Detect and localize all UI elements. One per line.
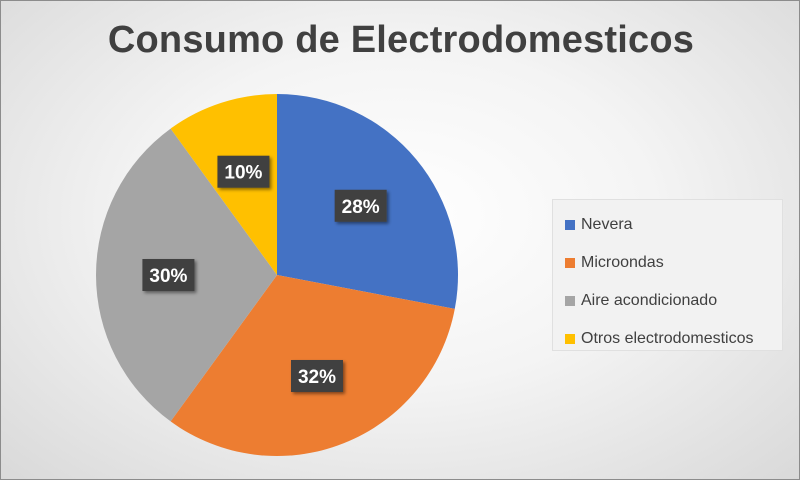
legend-item-nevera: Nevera (565, 206, 782, 244)
data-label-text: 30% (149, 266, 187, 287)
legend: Nevera Microondas Aire acondicionado Otr… (552, 199, 783, 351)
data-label-box (334, 189, 387, 222)
data-label-box (290, 359, 343, 392)
legend-item-microondas: Microondas (565, 244, 782, 282)
data-label-text: 28% (342, 197, 380, 218)
legend-swatch-nevera (565, 220, 575, 230)
legend-item-aire-acondicionado: Aire acondicionado (565, 282, 782, 320)
data-label-box (142, 259, 195, 291)
data-label-nevera: 28% (334, 189, 387, 222)
data-label-text: 10% (224, 163, 262, 184)
chart-title: Consumo de Electrodomesticos (107, 19, 695, 61)
legend-label: Nevera (581, 216, 633, 233)
legend-item-otros: Otros electrodomesticos (565, 320, 782, 358)
data-label-aire-acondicionado: 30% (142, 259, 195, 291)
data-label-otros-electrodomesticos: 10% (217, 155, 270, 188)
data-label-text: 32% (298, 367, 336, 388)
legend-swatch-aire-acondicionado (565, 296, 575, 306)
legend-swatch-microondas (565, 258, 575, 268)
legend-swatch-otros (565, 334, 575, 344)
data-label-box (217, 155, 270, 188)
legend-label: Otros electrodomesticos (581, 330, 754, 347)
legend-label: Microondas (581, 254, 664, 271)
data-label-microondas: 32% (290, 359, 343, 392)
legend-label: Aire acondicionado (581, 292, 718, 309)
